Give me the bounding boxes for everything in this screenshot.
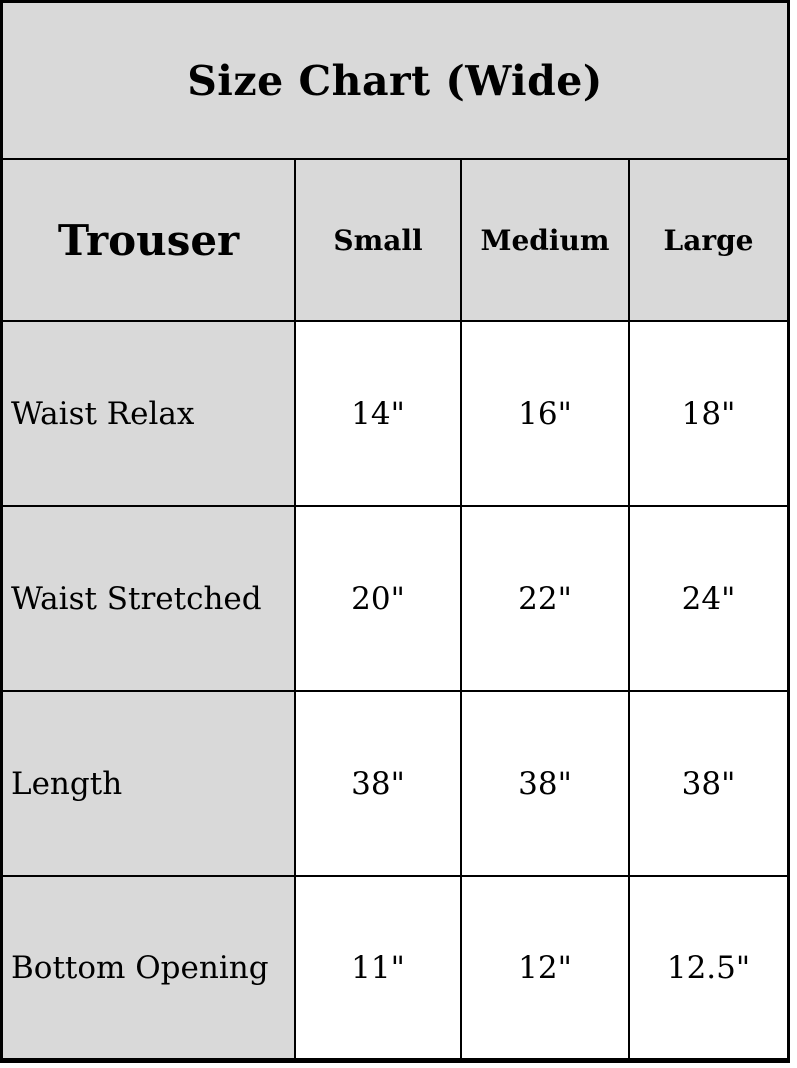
table-cell-length-small: 38" xyxy=(294,690,460,875)
table-cell-waist-stretched-large: 24" xyxy=(628,505,787,690)
row-label-bottom-opening: Bottom Opening xyxy=(3,875,294,1058)
row-label-waist-stretched: Waist Stretched xyxy=(3,505,294,690)
column-header-trouser: Trouser xyxy=(3,160,294,320)
table-cell-waist-relax-medium: 16" xyxy=(460,320,628,505)
size-table-grid: Trouser Small Medium Large Waist Relax 1… xyxy=(3,160,787,1058)
table-cell-length-medium: 38" xyxy=(460,690,628,875)
table-cell-waist-stretched-small: 20" xyxy=(294,505,460,690)
table-cell-waist-stretched-medium: 22" xyxy=(460,505,628,690)
row-label-waist-relax: Waist Relax xyxy=(3,320,294,505)
table-cell-bottom-opening-medium: 12" xyxy=(460,875,628,1058)
column-header-small: Small xyxy=(294,160,460,320)
column-header-large: Large xyxy=(628,160,787,320)
table-cell-waist-relax-small: 14" xyxy=(294,320,460,505)
table-cell-bottom-opening-large: 12.5" xyxy=(628,875,787,1058)
column-header-medium: Medium xyxy=(460,160,628,320)
table-cell-length-large: 38" xyxy=(628,690,787,875)
table-cell-waist-relax-large: 18" xyxy=(628,320,787,505)
row-label-length: Length xyxy=(3,690,294,875)
chart-title: Size Chart (Wide) xyxy=(3,3,787,160)
table-cell-bottom-opening-small: 11" xyxy=(294,875,460,1058)
